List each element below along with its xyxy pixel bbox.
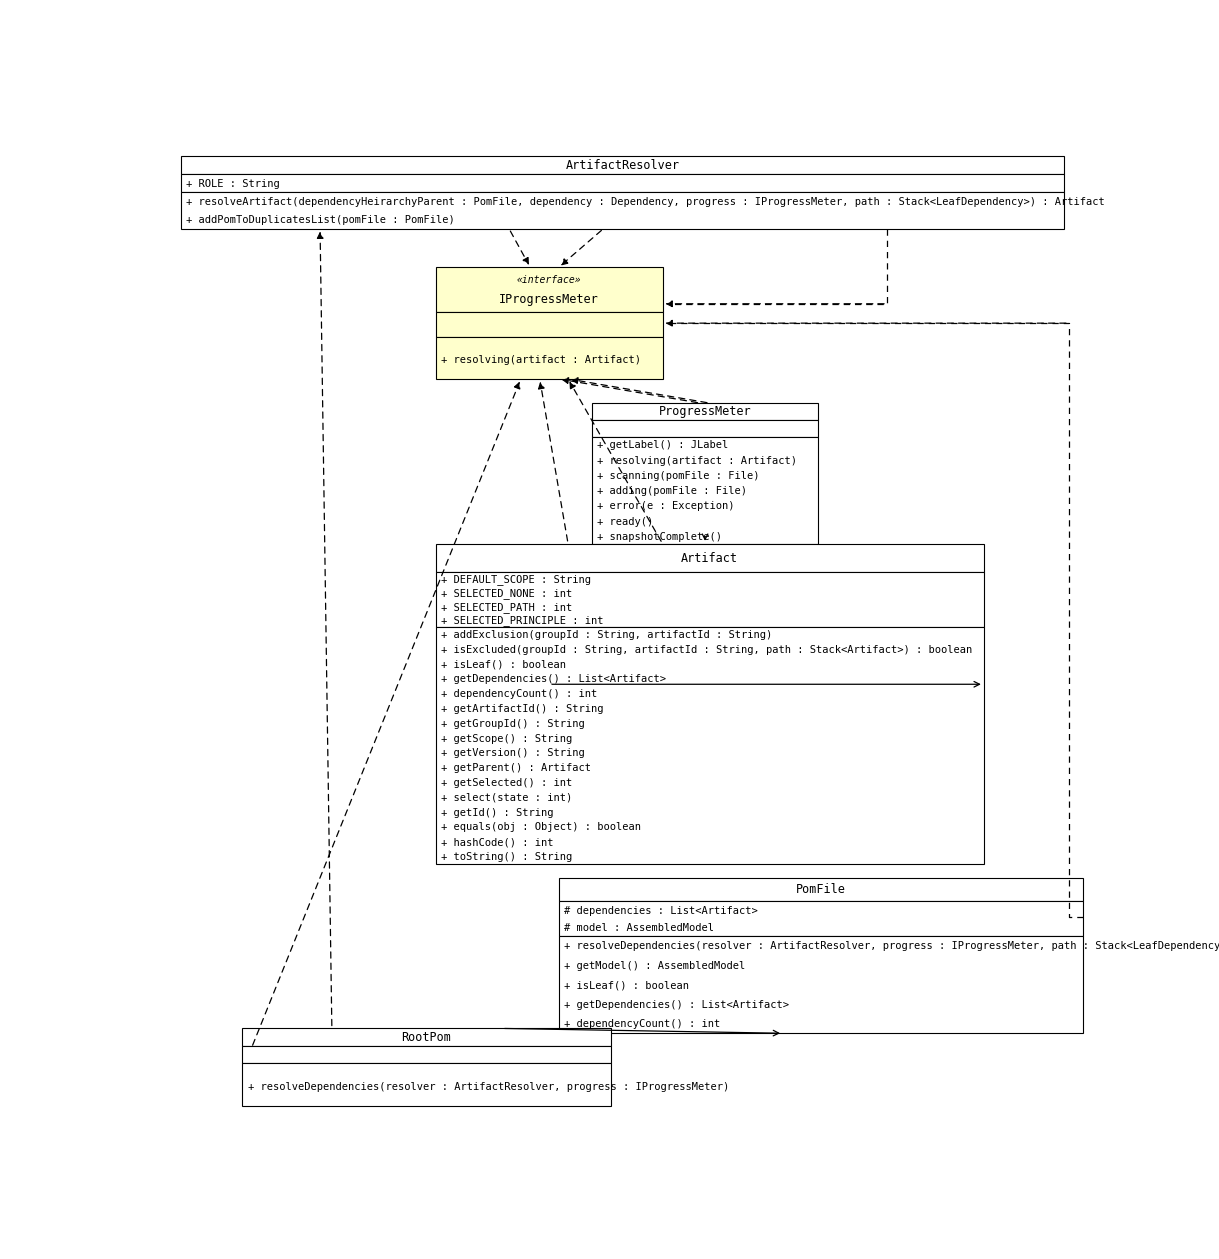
Text: Artifact: Artifact [681,551,739,564]
Text: IProgressMeter: IProgressMeter [500,293,599,306]
Text: + isExcluded(groupId : String, artifactId : String, path : Stack<Artifact>) : bo: + isExcluded(groupId : String, artifactI… [441,645,973,655]
Text: + SELECTED_PATH : int: + SELECTED_PATH : int [441,602,573,613]
Text: ProgressMeter: ProgressMeter [658,405,751,418]
Bar [436,267,663,312]
Text: RootPom: RootPom [401,1031,451,1044]
Text: + hashCode() : int: + hashCode() : int [441,837,553,847]
Bar [591,421,818,437]
Text: + getScope() : String: + getScope() : String [441,734,573,744]
Text: ArtifactResolver: ArtifactResolver [566,159,679,171]
Text: + select(state : int): + select(state : int) [441,793,573,803]
Text: «interface»: «interface» [517,274,581,285]
Text: + addPomToDuplicatesList(pomFile : PomFile): + addPomToDuplicatesList(pomFile : PomFi… [187,215,455,225]
Text: + getParent() : Artifact: + getParent() : Artifact [441,763,591,773]
Text: + dependencyCount() : int: + dependencyCount() : int [441,689,597,699]
Text: + error(e : Exception): + error(e : Exception) [597,501,735,511]
Text: + SELECTED_PRINCIPLE : int: + SELECTED_PRINCIPLE : int [441,616,603,626]
Bar [436,627,984,864]
Bar [558,935,1082,1034]
Bar [436,336,663,379]
Text: + snapshotComplete(): + snapshotComplete() [597,531,723,541]
Text: + getVersion() : String: + getVersion() : String [441,748,585,758]
Text: + ready(): + ready() [597,516,653,526]
Bar [558,879,1082,901]
Text: + resolveDependencies(resolver : ArtifactResolver, progress : IProgressMeter, pa: + resolveDependencies(resolver : Artifac… [564,942,1219,952]
Text: + resolving(artifact : Artifact): + resolving(artifact : Artifact) [597,456,797,466]
Bar [558,901,1082,935]
Bar [243,1029,611,1046]
Text: + equals(obj : Object) : boolean: + equals(obj : Object) : boolean [441,822,641,832]
Text: + DEFAULT_SCOPE : String: + DEFAULT_SCOPE : String [441,574,591,585]
Text: + getModel() : AssembledModel: + getModel() : AssembledModel [564,961,746,971]
Text: + toString() : String: + toString() : String [441,852,573,862]
Bar [180,174,1064,193]
Text: + getId() : String: + getId() : String [441,807,553,817]
Bar [436,573,984,627]
Bar [243,1064,611,1105]
Text: + addExclusion(groupId : String, artifactId : String): + addExclusion(groupId : String, artifac… [441,630,773,640]
Text: + adding(pomFile : File): + adding(pomFile : File) [597,486,747,496]
Bar [180,156,1064,174]
Text: + getDependencies() : List<Artifact>: + getDependencies() : List<Artifact> [564,1000,789,1010]
Text: + ROLE : String: + ROLE : String [187,179,280,189]
Text: + getSelected() : int: + getSelected() : int [441,778,573,788]
Text: + getGroupId() : String: + getGroupId() : String [441,719,585,729]
Bar [436,544,984,573]
Text: + isLeaf() : boolean: + isLeaf() : boolean [564,981,689,991]
Text: + getLabel() : JLabel: + getLabel() : JLabel [597,441,729,451]
Text: PomFile: PomFile [796,884,846,896]
Text: + scanning(pomFile : File): + scanning(pomFile : File) [597,471,759,481]
Text: # dependencies : List<Artifact>: # dependencies : List<Artifact> [564,905,758,915]
Text: + isLeaf() : boolean: + isLeaf() : boolean [441,660,567,670]
Bar [436,312,663,336]
Text: + resolving(artifact : Artifact): + resolving(artifact : Artifact) [441,355,641,365]
Bar [591,403,818,421]
Text: + dependencyCount() : int: + dependencyCount() : int [564,1020,720,1030]
Text: + getDependencies() : List<Artifact>: + getDependencies() : List<Artifact> [441,675,667,685]
Text: + resolveArtifact(dependencyHeirarchyParent : PomFile, dependency : Dependency, : + resolveArtifact(dependencyHeirarchyPar… [187,198,1106,208]
Text: # model : AssembledModel: # model : AssembledModel [564,923,714,933]
Bar [180,193,1064,229]
Text: + getArtifactId() : String: + getArtifactId() : String [441,704,603,714]
Bar [591,437,818,544]
Bar [243,1046,611,1064]
Text: + SELECTED_NONE : int: + SELECTED_NONE : int [441,588,573,599]
Text: + resolveDependencies(resolver : ArtifactResolver, progress : IProgressMeter): + resolveDependencies(resolver : Artifac… [247,1081,729,1092]
